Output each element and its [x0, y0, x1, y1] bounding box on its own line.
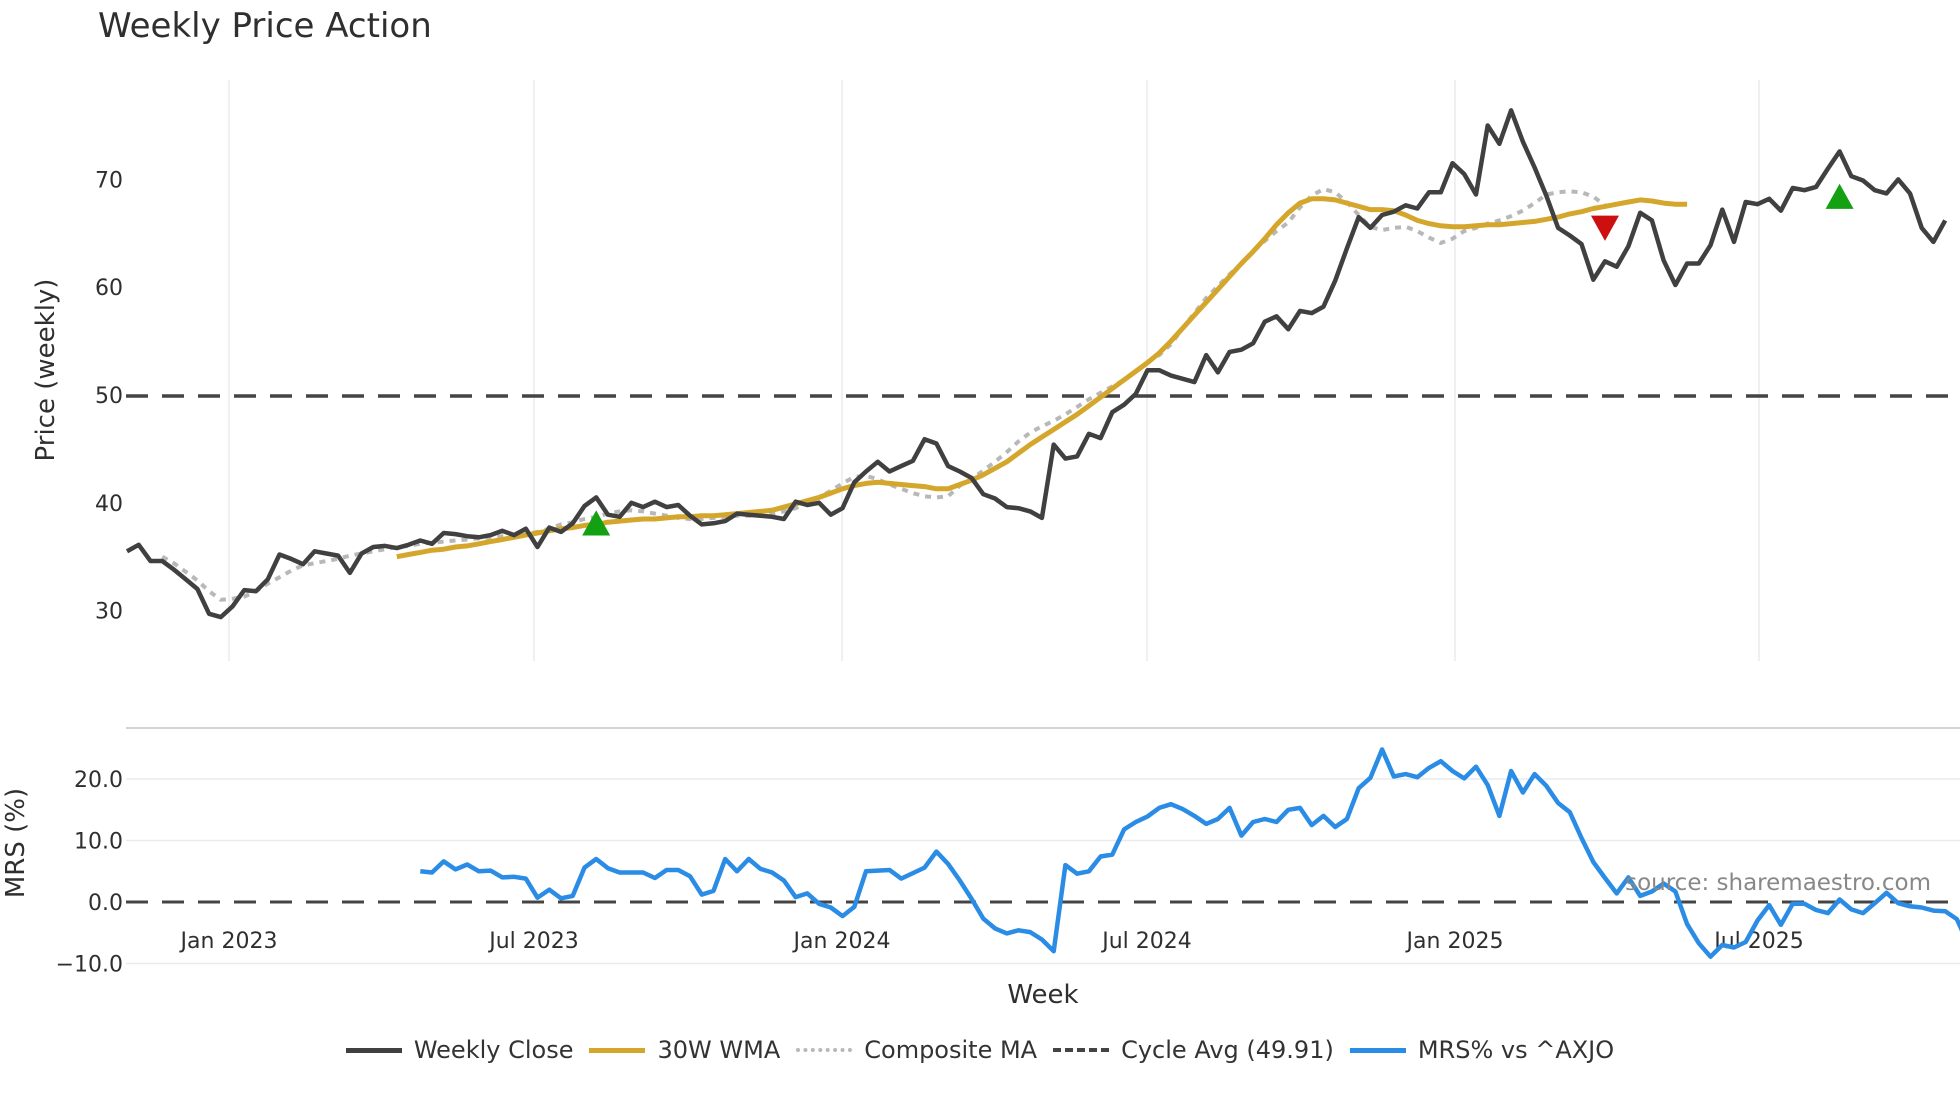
legend-swatch-icon	[1053, 1048, 1110, 1052]
source-watermark: source: sharemaestro.com	[1625, 870, 1931, 896]
chart-title: Weekly Price Action	[98, 6, 432, 46]
legend-swatch-icon	[345, 1047, 402, 1053]
weekly-close-line	[125, 108, 1948, 620]
mrs-line	[420, 747, 1960, 959]
x-tick-label: Jul 2024	[1100, 929, 1192, 954]
mrs-y-axis: −10.0 0.0 10.0 20.0	[56, 768, 123, 978]
series-layer	[125, 108, 1960, 959]
legend-label: MRS% vs ^AXJO	[1417, 1036, 1615, 1064]
legend-item[interactable]: 30W WMA	[589, 1036, 780, 1064]
mrs-y-tick: 20.0	[74, 768, 123, 793]
chart-canvas: 30 40 50 60 70 Price (weekly) −10.0 0.0 10.0 20…	[1, 80, 1960, 1010]
buy-signal-marker	[582, 510, 611, 536]
legend-label: 30W WMA	[657, 1036, 781, 1064]
price-y-tick: 50	[95, 384, 123, 409]
legend-label: Composite MA	[864, 1036, 1038, 1064]
legend-item[interactable]: Composite MA	[796, 1036, 1037, 1064]
legend: Weekly Close 30W WMA Composite MA Cycle Avg…	[0, 1036, 1960, 1064]
x-tick-label: Jul 2023	[487, 929, 579, 954]
mrs-y-axis-label: MRS (%)	[1, 788, 31, 898]
mrs-y-tick: 0.0	[88, 891, 123, 916]
legend-swatch-icon	[1349, 1047, 1406, 1053]
legend-item[interactable]: MRS% vs ^AXJO	[1349, 1036, 1615, 1064]
x-axis: Jan 2023 Jul 2023 Jan 2024 Jul 2024 Jan 2025…	[179, 929, 1804, 954]
legend-item[interactable]: Cycle Avg (49.91)	[1053, 1036, 1334, 1064]
legend-swatch-icon	[796, 1048, 853, 1052]
price-y-axis-label: Price (weekly)	[31, 279, 61, 462]
sell-signal-marker	[1590, 215, 1619, 241]
legend-label: Weekly Close	[413, 1036, 574, 1064]
price-y-tick: 70	[95, 168, 123, 193]
wma-30w-line	[396, 196, 1688, 560]
buy-signal-marker	[1825, 183, 1854, 209]
price-y-tick: 60	[95, 276, 123, 301]
price-y-tick: 30	[95, 600, 123, 625]
gridlines	[126, 80, 1960, 965]
legend-item[interactable]: Weekly Close	[345, 1036, 574, 1064]
x-axis-label: Week	[1007, 980, 1078, 1010]
x-tick-label: Jan 2025	[1405, 929, 1504, 954]
x-tick-label: Jan 2024	[792, 929, 891, 954]
legend-label: Cycle Avg (49.91)	[1121, 1036, 1334, 1064]
legend-swatch-icon	[589, 1047, 646, 1053]
price-y-tick: 40	[95, 492, 123, 517]
price-y-axis: 30 40 50 60 70	[95, 168, 123, 624]
x-tick-label: Jul 2025	[1712, 929, 1804, 954]
x-tick-label: Jan 2023	[179, 929, 278, 954]
mrs-y-tick: −10.0	[56, 953, 123, 978]
mrs-y-tick: 10.0	[74, 830, 123, 855]
